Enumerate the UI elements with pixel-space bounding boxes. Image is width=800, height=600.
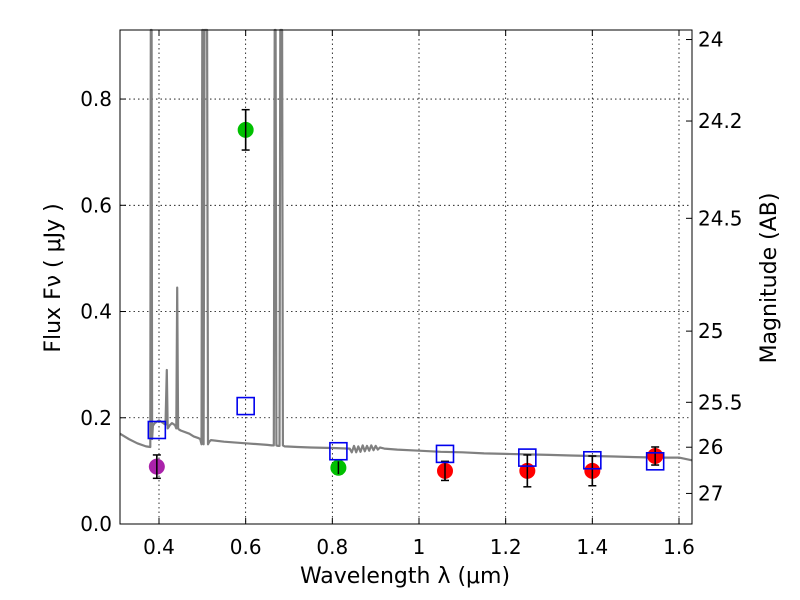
right-axis-label: Magnitude (AB): [757, 193, 782, 364]
model-point: [583, 450, 602, 470]
model-point: [329, 441, 348, 461]
model-point: [435, 444, 455, 464]
y-tick-label: 0.2: [80, 406, 112, 430]
x-tick-label: 1.6: [663, 535, 695, 559]
y-tick-label: 0.8: [80, 87, 112, 111]
spectrum-line: [119, 28, 693, 462]
model-spectrum: [119, 28, 693, 462]
y-axis-label: Flux Fν ( μJy ): [41, 203, 66, 352]
mag-tick-label: 24: [698, 28, 723, 52]
x-tick-label: 1: [413, 535, 426, 559]
x-tick-label: 1.4: [576, 535, 608, 559]
mag-tick-label: 25: [698, 319, 723, 343]
y-tick-label: 0.0: [80, 512, 112, 536]
x-tick-label: 0.6: [230, 535, 262, 559]
mag-tick-label: 25.5: [698, 390, 743, 414]
model-point: [147, 420, 167, 440]
model-point: [236, 396, 255, 416]
model-point: [518, 448, 537, 467]
model-point: [645, 452, 665, 471]
y-tick-label: 0.6: [80, 193, 112, 217]
mag-tick-label: 26: [698, 435, 723, 459]
plot-frame: [119, 29, 693, 525]
data-points: [147, 108, 665, 488]
mag-tick-label: 27: [698, 481, 723, 505]
x-tick-label: 0.8: [316, 535, 348, 559]
mag-tick-label: 24.5: [698, 206, 743, 230]
mag-tick-label: 24.2: [698, 109, 743, 133]
x-axis-label: Wavelength λ (μm): [300, 564, 510, 589]
axis-ticks: 0.4 0.6 0.8 1 1.2 1.4 1.6 0.0 0.2 0.4 0.6 0.8 24 24.2…: [80, 28, 742, 559]
x-tick-label: 1.2: [490, 535, 522, 559]
y-tick-label: 0.4: [80, 300, 112, 324]
x-tick-label: 0.4: [143, 535, 175, 559]
